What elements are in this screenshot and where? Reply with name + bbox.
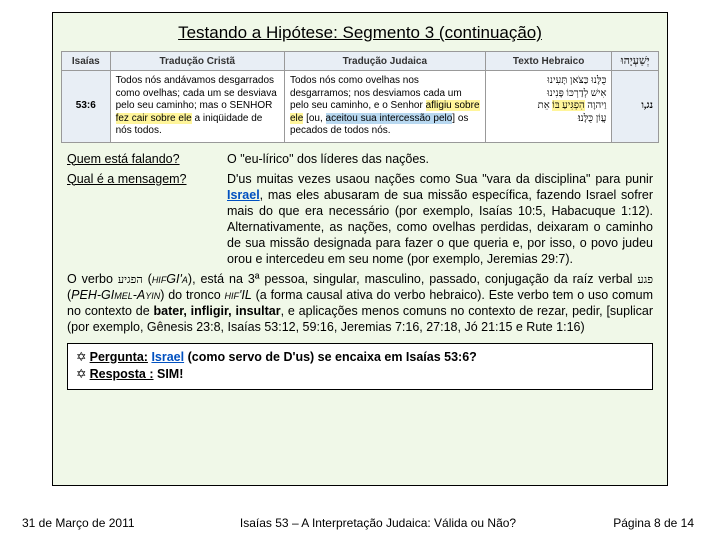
footer-page: Página 8 de 14 bbox=[574, 516, 694, 530]
p-t2: ), está na 3ª pessoa, singular, masculin… bbox=[188, 272, 637, 286]
a1: O "eu-lírico" dos líderes das nações. bbox=[227, 151, 653, 167]
footer: 31 de Março de 2011 Isaías 53 – A Interp… bbox=[0, 516, 720, 530]
heb-l3a: וַיהוָה bbox=[585, 100, 607, 111]
q2: Qual é a mensagem? bbox=[67, 171, 227, 267]
th-cristao: Tradução Cristã bbox=[110, 52, 284, 71]
cell-cristao: Todos nós andávamos desgarrados como ove… bbox=[110, 71, 284, 143]
qa-row-1: Quem está falando? O "eu-lírico" dos líd… bbox=[67, 151, 653, 167]
th-isaias: Isaías bbox=[62, 52, 111, 71]
a2-israel: Israel bbox=[227, 188, 260, 202]
answer-r: ✡ Resposta : SIM! bbox=[76, 366, 644, 384]
star-icon: ✡ bbox=[76, 367, 90, 381]
p-sc1: hifGI'a bbox=[152, 272, 188, 286]
heb-l3b: הִפְגִּיעַ בּוֹ bbox=[552, 100, 584, 111]
p-sc3: hif'IL bbox=[225, 288, 252, 302]
heb-l3: וַיהוָה הִפְגִּיעַ בּוֹ אֵת bbox=[491, 100, 607, 113]
slide-title: Testando a Hipótese: Segmento 3 (continu… bbox=[53, 13, 667, 51]
heb-l4: עֲוֹן כֻּלָּנוּ׃ bbox=[491, 113, 607, 126]
th-heb-ref: יְשַׁעְיָהוּ bbox=[612, 52, 659, 71]
content-box: Testando a Hipótese: Segmento 3 (continu… bbox=[52, 12, 668, 486]
p-pre: O verbo bbox=[67, 272, 118, 286]
a2-post: , mas eles abusaram de sua missão especí… bbox=[227, 188, 653, 266]
comparison-table-wrap: Isaías Tradução Cristã Tradução Judaica … bbox=[53, 51, 667, 149]
heb-l1: כֻּלָּנוּ כַּצֹּאן תָּעִינוּ bbox=[491, 75, 607, 88]
a2: D'us muitas vezes usaou nações como Sua … bbox=[227, 171, 653, 267]
p-t1: ( bbox=[143, 272, 152, 286]
ans-r-label: Resposta : bbox=[90, 367, 154, 381]
cell-hebrew: כֻּלָּנוּ כַּצֹּאן תָּעִינוּ אִישׁ לְדַר… bbox=[485, 71, 612, 143]
verse-ref: 53:6 bbox=[62, 71, 111, 143]
ans-q-label: Pergunta: bbox=[90, 350, 148, 364]
a2-pre: D'us muitas vezes usaou nações como Sua … bbox=[227, 172, 653, 186]
p-bold: bater, infligir, insultar bbox=[154, 304, 281, 318]
th-hebraico: Texto Hebraico bbox=[485, 52, 612, 71]
heb-l2: אִישׁ לְדַרְכּוֹ פָּנִינוּ bbox=[491, 88, 607, 101]
slide: Testando a Hipótese: Segmento 3 (continu… bbox=[0, 0, 720, 540]
p-heb2: פגע bbox=[637, 274, 653, 286]
cell-judaica: Todos nós como ovelhas nos desgarramos; … bbox=[284, 71, 485, 143]
judaica-hl2: aceitou sua intercessão pelo bbox=[326, 113, 453, 124]
cristao-hl: fez cair sobre ele bbox=[116, 113, 192, 124]
ans-r-text: SIM! bbox=[154, 367, 184, 381]
p-heb1: הפגיע bbox=[118, 274, 143, 286]
answer-q: ✡ Pergunta: Israel (como servo de D'us) … bbox=[76, 349, 644, 367]
p-sc2: PEH-GImel-Ayin bbox=[71, 288, 160, 302]
cristao-pre: Todos nós andávamos desgarrados como ove… bbox=[116, 75, 277, 111]
judaica-mid: [ou, bbox=[303, 113, 325, 124]
qa-row-2: Qual é a mensagem? D'us muitas vezes usa… bbox=[67, 171, 653, 267]
ans-q-post: (como servo de D'us) se encaixa em Isaía… bbox=[184, 350, 477, 364]
qa-section: Quem está falando? O "eu-lírico" dos líd… bbox=[53, 149, 667, 267]
heb-l3c: אֵת bbox=[538, 100, 553, 111]
heb-verse-ref: נג,ו bbox=[612, 71, 659, 143]
q1: Quem está falando? bbox=[67, 151, 227, 167]
footer-date: 31 de Março de 2011 bbox=[22, 516, 182, 530]
answer-box: ✡ Pergunta: Israel (como servo de D'us) … bbox=[67, 343, 653, 390]
verb-paragraph: O verbo הפגיע (hifGI'a), está na 3ª pess… bbox=[53, 271, 667, 335]
th-judaica: Tradução Judaica bbox=[284, 52, 485, 71]
footer-title: Isaías 53 – A Interpretação Judaica: Vál… bbox=[182, 516, 574, 530]
comparison-table: Isaías Tradução Cristã Tradução Judaica … bbox=[61, 51, 659, 143]
ans-q-israel: Israel bbox=[151, 350, 184, 364]
star-icon: ✡ bbox=[76, 350, 90, 364]
p-t4: ) do tronco bbox=[160, 288, 224, 302]
